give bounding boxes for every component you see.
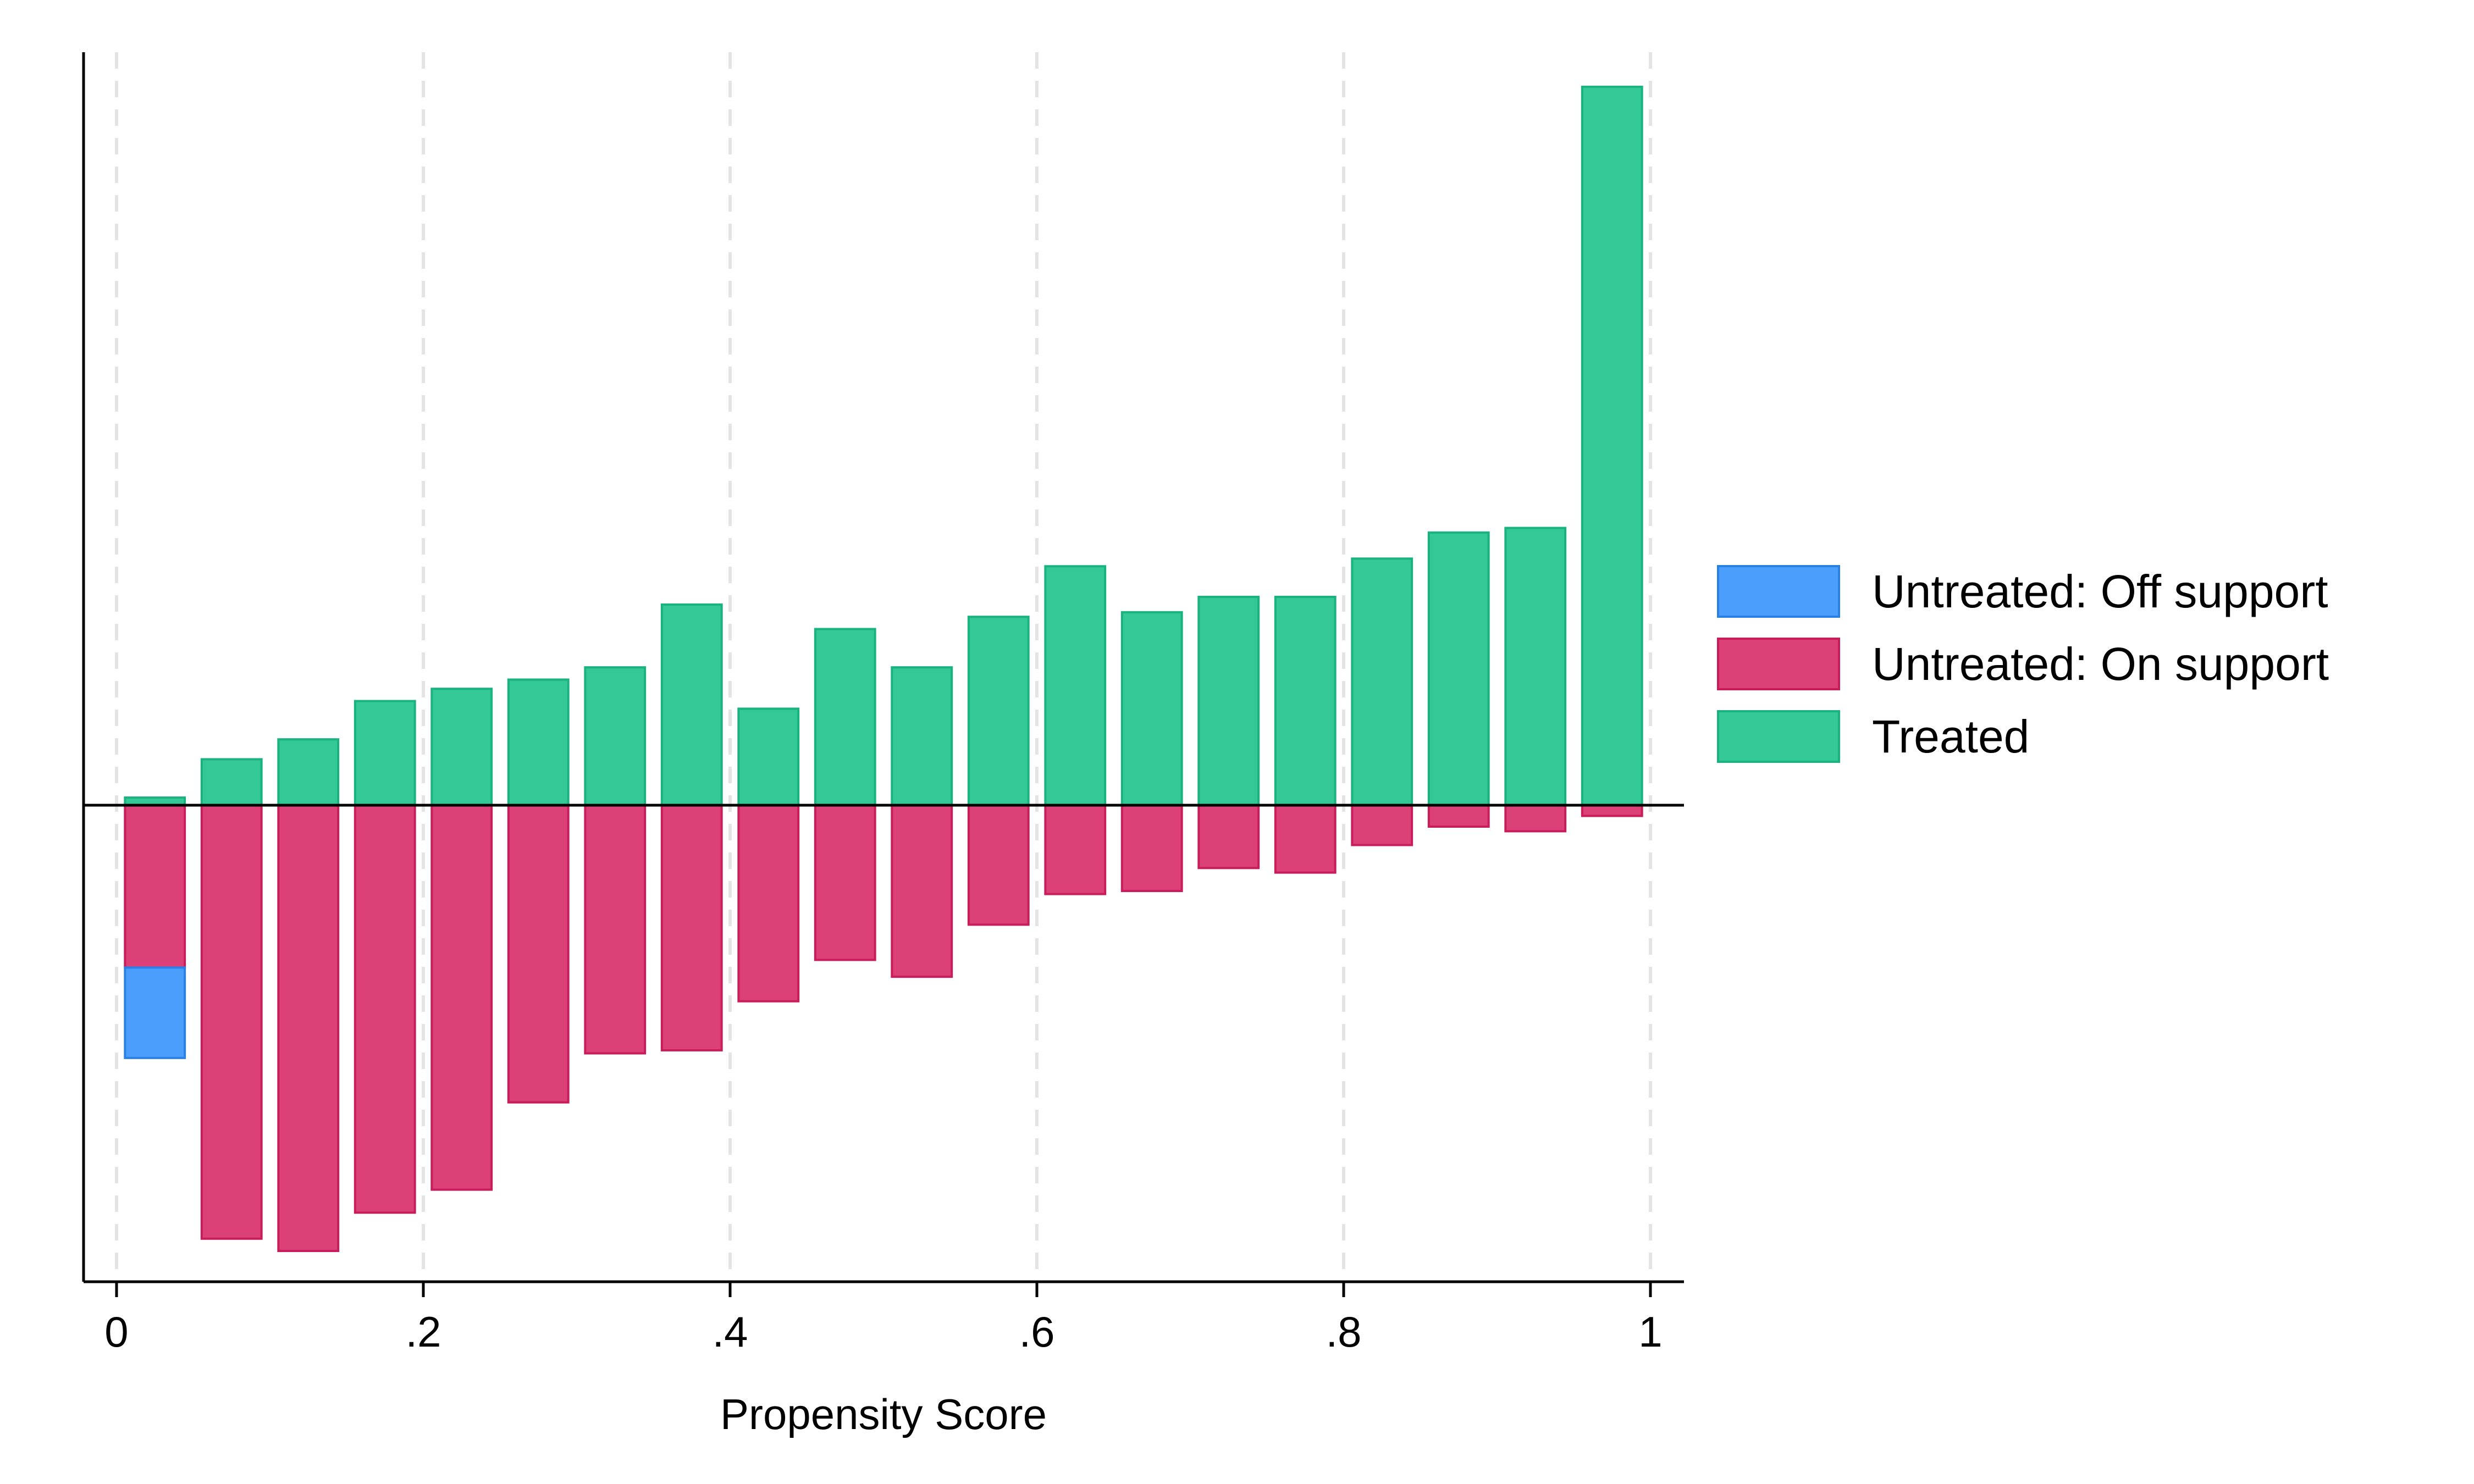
bar-treated-16 (1351, 557, 1413, 807)
x-tick-label-5: 1 (1638, 1308, 1662, 1356)
bar-treated-1 (200, 758, 263, 807)
bar-untreated-on-support-2 (277, 804, 340, 1253)
legend-label-2: Treated (1872, 711, 2029, 762)
legend-swatch-0 (1717, 565, 1840, 618)
bar-untreated-on-support-16 (1351, 804, 1413, 846)
legend-label-0: Untreated: Off support (1872, 566, 2328, 617)
x-tick-label-4: .8 (1326, 1308, 1361, 1356)
bar-untreated-on-support-3 (354, 804, 416, 1214)
legend-label-1: Untreated: On support (1872, 638, 2329, 690)
bar-untreated-on-support-19 (1581, 804, 1643, 817)
bar-untreated-on-support-8 (737, 804, 800, 1003)
x-ticks: 0 .2 .4 .6 .8 1 (104, 1282, 1663, 1356)
x-tick-label-3: .6 (1019, 1308, 1054, 1356)
grid-lines (115, 52, 1652, 1282)
legend: Untreated: Off support Untreated: On supp… (1717, 565, 2329, 763)
bar-untreated-on-support-6 (584, 804, 647, 1055)
bar-treated-4 (430, 688, 493, 806)
bar-treated-11 (967, 616, 1030, 806)
bar-treated-8 (737, 707, 800, 806)
x-tick-label-0: 0 (104, 1308, 128, 1356)
bar-treated-3 (354, 700, 416, 807)
bar-untreated-on-support-5 (507, 804, 570, 1104)
bar-untreated-on-support-0 (124, 804, 186, 969)
bar-treated-12 (1044, 565, 1107, 807)
bar-treated-17 (1427, 531, 1490, 806)
bar-treated-6 (584, 666, 647, 807)
bar-untreated-on-support-18 (1504, 804, 1567, 833)
x-axis-title: Propensity Score (720, 1390, 1047, 1438)
legend-swatch-2 (1717, 710, 1840, 763)
bar-untreated-on-support-13 (1120, 804, 1183, 893)
bar-treated-15 (1274, 595, 1337, 807)
bar-untreated-on-support-12 (1044, 804, 1107, 895)
bar-treated-5 (507, 678, 570, 806)
bar-untreated-on-support-14 (1197, 804, 1260, 870)
bar-treated-19 (1581, 85, 1643, 807)
axes (82, 52, 1684, 1283)
bar-untreated-off-support-0 (124, 966, 186, 1059)
legend-swatch-1 (1717, 638, 1840, 690)
bar-untreated-on-support-17 (1427, 804, 1490, 828)
bar-treated-9 (814, 628, 876, 806)
bar-untreated-on-support-7 (660, 804, 723, 1051)
x-tick-label-2: .4 (712, 1308, 748, 1356)
bar-untreated-on-support-11 (967, 804, 1030, 926)
x-tick-label-1: .2 (405, 1308, 441, 1356)
bar-untreated-on-support-1 (200, 804, 263, 1240)
bar-treated-13 (1120, 611, 1183, 806)
bar-treated-2 (277, 738, 340, 807)
bar-treated-7 (660, 603, 723, 806)
bar-treated-10 (891, 666, 953, 807)
bar-untreated-on-support-15 (1274, 804, 1337, 874)
bar-untreated-on-support-9 (814, 804, 876, 961)
bar-treated-14 (1197, 595, 1260, 807)
bar-untreated-on-support-10 (891, 804, 953, 978)
bar-untreated-on-support-4 (430, 804, 493, 1191)
bar-treated-18 (1504, 527, 1567, 806)
bars (124, 85, 1643, 1253)
